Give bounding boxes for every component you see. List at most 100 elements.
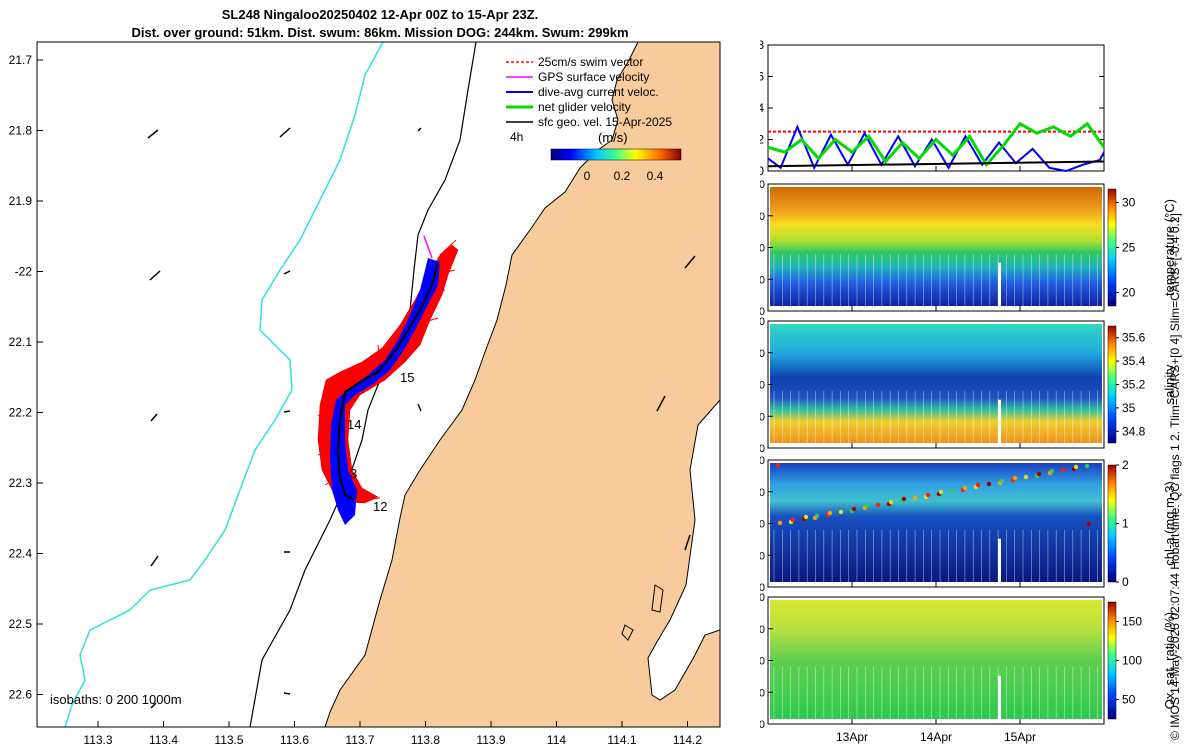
colorbar-label: temperature (°C) (1162, 199, 1177, 296)
depth-tick-label: 200 (760, 719, 765, 731)
chl-sample-dot (949, 488, 955, 494)
velocity-series-line (767, 160, 1105, 168)
velocity-ytick-label: 0.4 (760, 101, 764, 115)
colorbar-tick: 0 (584, 169, 591, 183)
dive-avg-current-band (330, 258, 440, 525)
glider-track (336, 261, 439, 501)
colorbar-tick-label: 30 (1122, 196, 1136, 210)
chl-sample-dot (912, 495, 918, 501)
colorbar-tick-label: 100 (1122, 654, 1142, 668)
swim-vector-ticks (317, 239, 457, 501)
dive-gap (998, 538, 1001, 585)
lat-tick-label: 21.7 (9, 53, 33, 67)
glider-profile-panels: 00.20.40.60.8velocity magnitude (m/s) 05… (760, 38, 1177, 744)
lat-tick-label: 22.4 (9, 547, 33, 561)
depth-tick-label: 150 (760, 550, 765, 562)
colorbar-tick-label: 2 (1122, 458, 1129, 472)
profile-data-fill (770, 187, 1102, 306)
lat-tick-label: 22.3 (9, 476, 33, 490)
depth-tick-label: 50 (760, 487, 765, 499)
colorbar-tick: 0.4 (647, 169, 664, 183)
depth-tick-label: 200 (760, 306, 765, 318)
depth-tick-label: 0 (760, 592, 765, 604)
map-legend: 25cm/s swim vector GPS surface velocity … (506, 55, 672, 145)
day-label: 14 (347, 417, 361, 432)
colorbar (1107, 464, 1117, 583)
dive-gap (998, 262, 1001, 309)
bay-water (647, 399, 720, 701)
day-label: 3 (350, 466, 357, 481)
lon-tick-label: 113.8 (411, 733, 440, 747)
colorbar-tick-label: 150 (1122, 615, 1142, 629)
chl-sample-dot (864, 503, 870, 509)
profile-data-fill (770, 324, 1102, 443)
colorbar (1107, 325, 1117, 444)
chl-sample-dot (827, 510, 833, 516)
velocity-ytick-label: 0 (760, 164, 764, 178)
velocity-series-line (767, 121, 1106, 168)
depth-tick-label: 0 (760, 179, 765, 191)
legend-interval: 4h (510, 130, 523, 144)
profile-data-fill (770, 463, 1102, 582)
depth-tick-label: 0 (760, 316, 765, 328)
day-label: 12 (373, 499, 387, 514)
velocity-plot-frame (767, 44, 1105, 172)
speed-colorbar (550, 148, 682, 161)
colorbar-tick-label: 50 (1122, 693, 1136, 707)
lon-tick-label: 113.9 (476, 733, 505, 747)
chl-sample-dot (851, 506, 857, 512)
lon-tick-label: 113.4 (149, 733, 178, 747)
time-tick-label: 15Apr (1004, 730, 1036, 744)
chl-sample-dot (814, 513, 820, 519)
lat-tick-label: 22.2 (9, 406, 33, 420)
lon-tick-label: 113.6 (280, 733, 309, 747)
depth-tick-label: 200 (760, 582, 765, 594)
island (621, 624, 634, 641)
lat-tick-label: 21.8 (9, 124, 33, 138)
chl-sample-dot (962, 485, 968, 491)
depth-tick-label: 150 (760, 687, 765, 699)
legend-swim: 25cm/s swim vector (538, 55, 643, 69)
title-line-1: SL248 Ningaloo20250402 12-Apr 00Z to 15-… (221, 7, 539, 22)
chl-sample-dot (925, 492, 931, 498)
colorbar (1107, 601, 1117, 720)
colorbar-label: (m/s) (598, 130, 628, 145)
land-mass (324, 42, 720, 727)
lat-tick-label: 22.5 (9, 617, 33, 631)
velocity-ytick-label: 0.8 (760, 38, 764, 52)
depth-tick-label: 50 (760, 211, 765, 223)
depth-tick-label: 150 (760, 274, 765, 286)
velocity-series-line (767, 124, 1105, 173)
isobaths-label: isobaths: 0 200 1000m (50, 692, 182, 707)
colorbar-tick-label: 0 (1122, 575, 1129, 589)
time-tick-label: 13Apr (836, 730, 868, 744)
legend-gps: GPS surface velocity (538, 70, 649, 84)
lon-tick-label: 113.3 (83, 733, 112, 747)
legend-diveavg: dive-avg current veloc. (538, 85, 659, 99)
chl-sample-dot (1049, 468, 1055, 474)
chl-sample-dot (1073, 464, 1079, 470)
depth-tick-label: 100 (760, 380, 765, 392)
glider-track-map: 12 3 14 15 25cm/s swim vector GPS surfac… (9, 41, 721, 747)
chl-sample-dot (777, 520, 783, 526)
lat-tick-label: 22.6 (9, 688, 33, 702)
day-label: 15 (400, 370, 414, 385)
chl-sample-dot (938, 489, 944, 495)
colorbar (1107, 188, 1117, 307)
colorbar-tick-label: 25 (1122, 241, 1136, 255)
colorbar-label: salinity (1162, 364, 1177, 404)
colorbar-tick-label: 35 (1122, 401, 1136, 415)
chl-sample-dot (1086, 521, 1092, 527)
colorbar-tick-label: 35.6 (1122, 331, 1146, 345)
chl-sample-dot (875, 502, 881, 508)
dive-gap (998, 675, 1001, 722)
velocity-ytick-label: 0.6 (760, 70, 764, 84)
gps-vector (423, 235, 433, 259)
colorbar-label: Ox. sat. ratio (%) (1162, 612, 1177, 710)
depth-tick-label: 0 (760, 455, 765, 467)
lon-tick-label: 113.5 (214, 733, 243, 747)
profile-data-fill (770, 600, 1102, 719)
colorbar-tick-label: 35.2 (1122, 378, 1146, 392)
colorbar-tick-label: 1 (1122, 517, 1129, 531)
lat-tick-label: 22.1 (9, 335, 33, 349)
